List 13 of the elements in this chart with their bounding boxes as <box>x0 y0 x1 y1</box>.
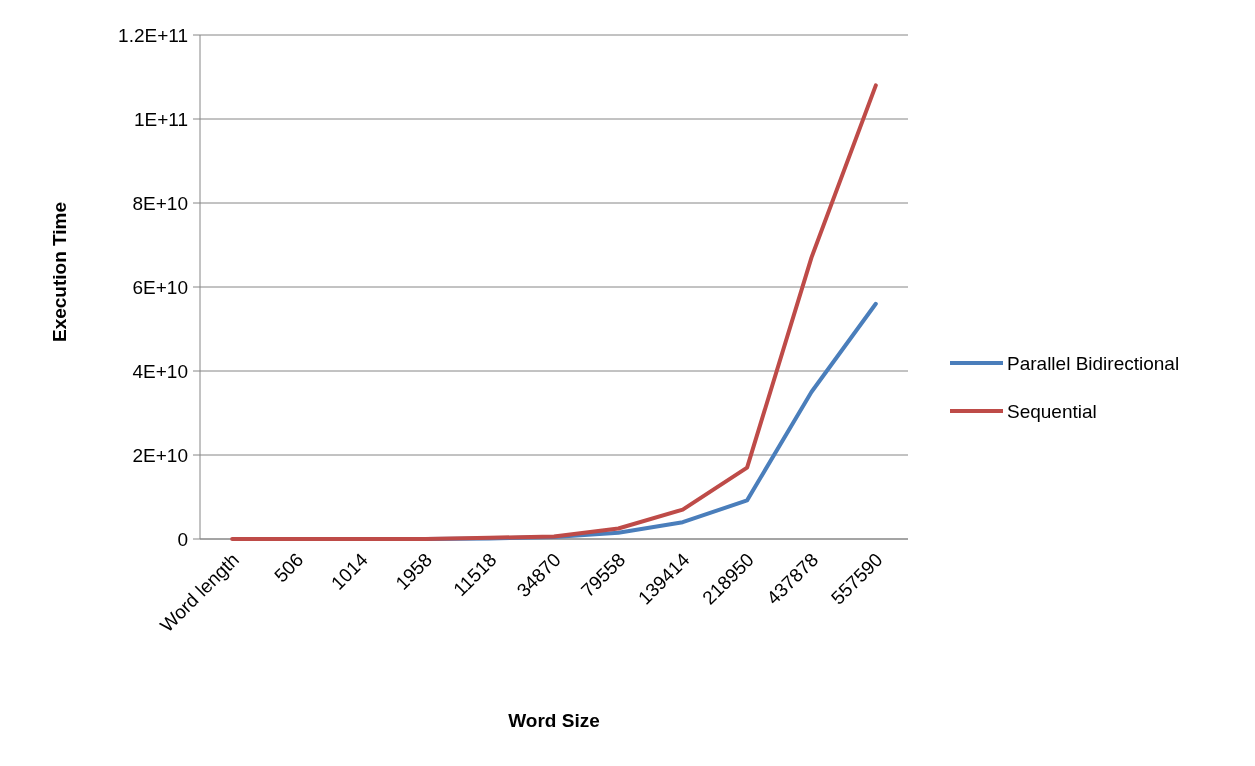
line-series <box>230 83 878 541</box>
y-tick-label: 4E+10 <box>132 360 188 382</box>
legend-label: Sequential <box>1007 400 1097 422</box>
x-axis-title: Word Size <box>508 710 600 731</box>
y-tick-label: 0 <box>177 528 188 550</box>
y-tick-label: 2E+10 <box>132 444 188 466</box>
y-tick-label: 8E+10 <box>132 192 188 214</box>
y-tick-label: 6E+10 <box>132 276 188 298</box>
legend-label: Parallel Bidirectional <box>1007 352 1180 374</box>
x-tick-label: 506 <box>270 548 308 587</box>
y-tick-label: 1.2E+11 <box>118 24 188 46</box>
y-axis-title: Execution Time <box>49 201 70 343</box>
y-tick-label: 1E+11 <box>133 108 188 130</box>
